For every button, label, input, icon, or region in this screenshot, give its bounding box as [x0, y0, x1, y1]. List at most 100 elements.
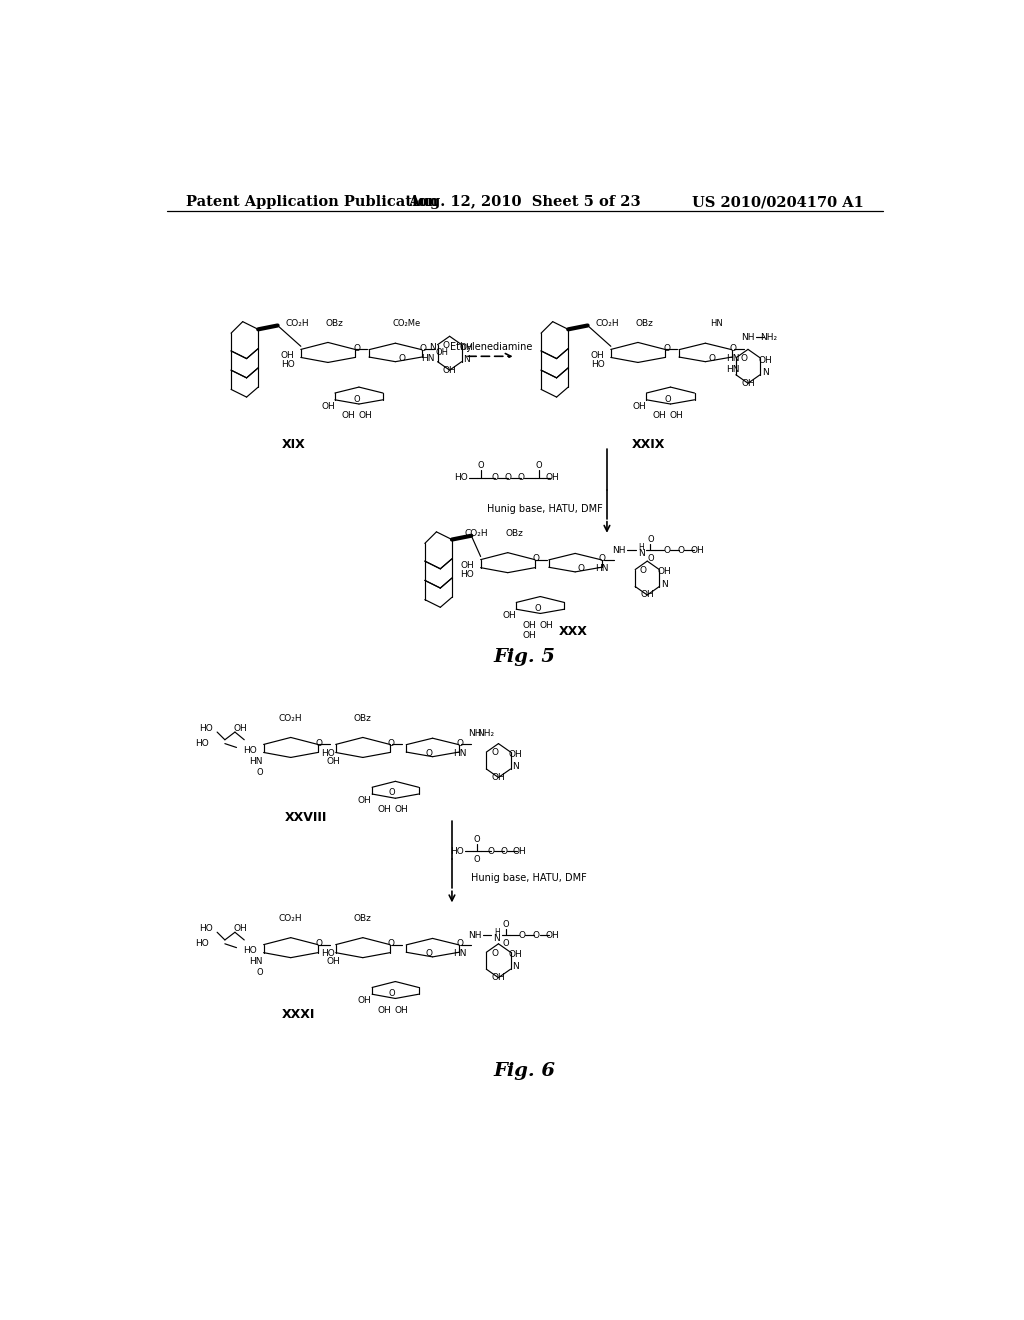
Text: O: O: [316, 739, 323, 748]
Text: OH: OH: [503, 611, 516, 620]
Text: CO₂H: CO₂H: [285, 318, 309, 327]
Text: N: N: [494, 935, 501, 942]
Text: O: O: [729, 345, 736, 352]
Text: O: O: [532, 554, 540, 564]
Text: HN: HN: [421, 354, 434, 363]
Text: O: O: [492, 474, 498, 482]
Text: N: N: [429, 343, 436, 352]
Text: OH: OH: [492, 973, 505, 982]
Text: OH: OH: [492, 774, 505, 781]
Text: HN: HN: [249, 957, 262, 966]
Text: XXIX: XXIX: [632, 438, 666, 451]
Text: OH: OH: [758, 355, 772, 364]
Text: O: O: [678, 546, 685, 554]
Text: O: O: [664, 546, 670, 554]
Text: OH: OH: [460, 343, 473, 351]
Text: OH: OH: [358, 411, 372, 420]
Text: OBz: OBz: [354, 714, 372, 722]
Text: O: O: [353, 345, 360, 352]
Text: O: O: [316, 940, 323, 948]
Text: O: O: [532, 931, 540, 940]
Text: OH: OH: [442, 366, 457, 375]
Text: O: O: [442, 341, 450, 350]
Text: HN: HN: [710, 318, 723, 327]
Text: O: O: [388, 940, 395, 948]
Text: O: O: [425, 949, 432, 958]
Text: OH: OH: [435, 348, 449, 356]
Text: O: O: [503, 940, 510, 948]
Text: HO: HO: [199, 924, 212, 933]
Text: OH: OH: [652, 411, 667, 420]
Text: O: O: [518, 931, 525, 940]
Text: HN: HN: [596, 565, 609, 573]
Text: O: O: [492, 949, 498, 957]
Text: O: O: [640, 566, 647, 574]
Text: XXXI: XXXI: [282, 1008, 315, 1022]
Text: O: O: [647, 554, 653, 564]
Text: O: O: [256, 968, 263, 977]
Text: OH: OH: [357, 997, 372, 1006]
Text: HO: HO: [322, 949, 335, 958]
Text: OH: OH: [322, 401, 335, 411]
Text: OH: OH: [657, 568, 671, 577]
Text: OH: OH: [546, 931, 559, 940]
Text: OH: OH: [670, 411, 684, 420]
Text: CO₂Me: CO₂Me: [392, 318, 420, 327]
Text: O: O: [647, 535, 653, 544]
Text: NH: NH: [612, 546, 626, 554]
Text: OH: OH: [633, 401, 646, 411]
Text: O: O: [425, 750, 432, 758]
Text: O: O: [419, 345, 426, 352]
Text: OBz: OBz: [354, 913, 372, 923]
Text: O: O: [473, 854, 480, 863]
Text: CO₂H: CO₂H: [279, 913, 302, 923]
Text: HN: HN: [726, 364, 739, 374]
Text: HN: HN: [453, 949, 467, 958]
Text: HN: HN: [453, 750, 467, 758]
Text: O: O: [457, 739, 463, 748]
Text: H: H: [638, 543, 644, 552]
Text: OH: OH: [691, 546, 705, 554]
Text: Hunig base, HATU, DMF: Hunig base, HATU, DMF: [471, 874, 587, 883]
Text: N: N: [512, 762, 519, 771]
Text: OH: OH: [522, 620, 537, 630]
Text: XXX: XXX: [558, 626, 588, 639]
Text: O: O: [599, 554, 606, 564]
Text: HO: HO: [455, 474, 468, 482]
Text: HO: HO: [461, 570, 474, 579]
Text: N: N: [660, 579, 668, 589]
Text: OH: OH: [281, 351, 295, 360]
Text: N: N: [638, 549, 644, 558]
Text: HN: HN: [726, 354, 739, 363]
Text: O: O: [503, 920, 510, 929]
Text: OH: OH: [394, 1006, 409, 1015]
Text: OH: OH: [591, 351, 604, 360]
Text: CO₂H: CO₂H: [279, 714, 302, 722]
Text: XIX: XIX: [282, 438, 306, 451]
Text: O: O: [535, 605, 542, 614]
Text: O: O: [501, 847, 507, 855]
Text: Ethylenediamine: Ethylenediamine: [450, 342, 531, 352]
Text: OH: OH: [545, 474, 559, 482]
Text: O: O: [664, 345, 670, 352]
Text: OH: OH: [509, 950, 522, 960]
Text: O: O: [473, 834, 480, 843]
Text: OH: OH: [357, 796, 372, 805]
Text: OH: OH: [233, 924, 247, 933]
Text: OH: OH: [522, 631, 537, 640]
Text: O: O: [517, 474, 524, 482]
Text: CO₂H: CO₂H: [465, 529, 488, 537]
Text: OH: OH: [378, 805, 391, 814]
Text: OH: OH: [341, 411, 355, 420]
Text: Fig. 5: Fig. 5: [494, 648, 556, 667]
Text: HO: HO: [195, 940, 209, 948]
Text: OH: OH: [509, 750, 522, 759]
Text: N: N: [762, 368, 768, 378]
Text: OH: OH: [233, 723, 247, 733]
Text: US 2010/0204170 A1: US 2010/0204170 A1: [692, 195, 864, 210]
Text: N: N: [512, 962, 519, 972]
Text: CO₂H: CO₂H: [595, 318, 618, 327]
Text: O: O: [708, 354, 715, 363]
Text: O: O: [388, 739, 395, 748]
Text: OH: OH: [378, 1006, 391, 1015]
